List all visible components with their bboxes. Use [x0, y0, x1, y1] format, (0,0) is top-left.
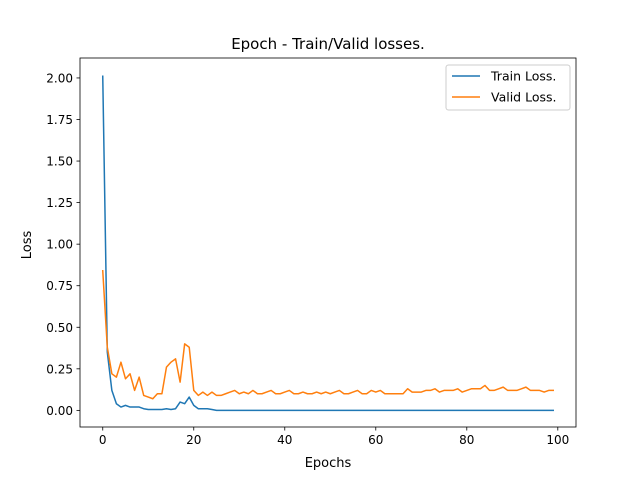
x-tick-label: 40: [277, 433, 292, 447]
y-tick-label: 0.25: [46, 362, 73, 376]
y-tick-label: 0.50: [46, 321, 73, 335]
y-tick-label: 1.50: [46, 155, 73, 169]
y-tick-label: 1.25: [46, 196, 73, 210]
chart-title: Epoch - Train/Valid losses.: [231, 35, 425, 53]
legend-label: Train Loss.: [490, 69, 556, 84]
y-tick-label: 0.00: [46, 404, 73, 418]
y-tick-label: 2.00: [46, 71, 73, 85]
y-tick-label: 1.00: [46, 238, 73, 252]
x-tick-label: 100: [546, 433, 569, 447]
x-tick-label: 60: [368, 433, 383, 447]
x-tick-label: 0: [99, 433, 107, 447]
x-tick-label: 80: [459, 433, 474, 447]
series-line-valid-loss: [101, 269, 554, 400]
x-tick-label: 20: [186, 433, 201, 447]
legend-label: Valid Loss.: [491, 90, 557, 105]
plot-area: 0 20 40 60 80 100 0.00 0.25 0.50 0.75 1.00 1.25 1.50…: [46, 57, 577, 447]
series-line-train-loss: [101, 75, 554, 412]
y-tick-label: 0.75: [46, 279, 73, 293]
x-axis-label: Epochs: [305, 456, 352, 471]
y-axis-label: Loss: [20, 231, 35, 260]
y-tick-label: 1.75: [46, 113, 73, 127]
axes-frame: [79, 57, 577, 428]
